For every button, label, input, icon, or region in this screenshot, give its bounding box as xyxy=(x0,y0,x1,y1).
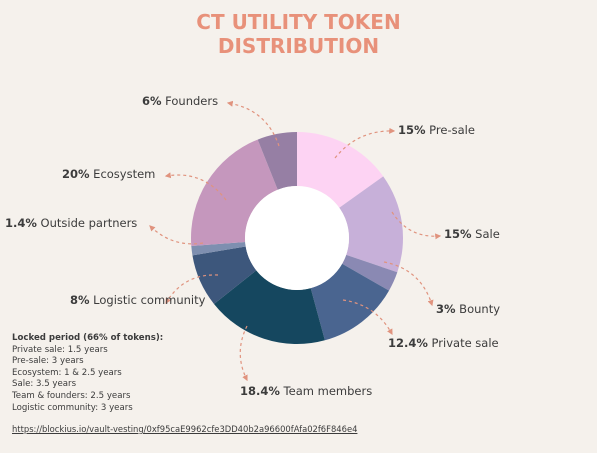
leader-arrow xyxy=(165,274,219,305)
slice-value-label: 1.4% xyxy=(5,216,37,230)
locked-period-line: Private sale: 1.5 years xyxy=(12,344,108,355)
locked-period-line: Team & founders: 2.5 years xyxy=(12,390,131,401)
slice-category-label: Pre-sale xyxy=(426,123,475,137)
page-title-line-1: CT UTILITY TOKEN xyxy=(196,10,401,34)
slice-team-members xyxy=(214,270,325,345)
slice-value-label: 3% xyxy=(436,302,456,316)
vesting-link[interactable]: https://blockius.io/vault-vesting/0xf95c… xyxy=(12,424,358,434)
slice-value-label: 20% xyxy=(62,167,90,181)
slice-label: 3% Bounty xyxy=(436,302,500,316)
slice-value-label: 6% xyxy=(142,94,162,108)
slice-category-label: Outside partners xyxy=(37,216,137,230)
page-title: CT UTILITY TOKEN DISTRIBUTION xyxy=(0,10,597,58)
slice-bounty xyxy=(342,254,398,291)
locked-period-title: Locked period (66% of tokens): xyxy=(12,333,164,343)
leader-arrow xyxy=(342,299,393,336)
slice-ecosystem xyxy=(191,139,278,247)
slice-category-label: Team members xyxy=(280,384,372,398)
slice-label: 6% Founders xyxy=(142,94,218,108)
slice-category-label: Founders xyxy=(162,94,219,108)
slice-label: 8% Logistic community xyxy=(70,293,206,307)
locked-period-line: Sale: 3.5 years xyxy=(12,379,77,390)
slice-pre-sale xyxy=(297,132,384,208)
donut-hole xyxy=(245,186,349,290)
slice-sale xyxy=(339,176,403,273)
slice-private-sale xyxy=(310,263,390,341)
slice-label: 18.4% Team members xyxy=(240,384,372,398)
locked-period-line: Logistic community: 3 years xyxy=(12,402,133,413)
slice-value-label: 8% xyxy=(70,293,90,307)
slice-category-label: Logistic community xyxy=(90,293,206,307)
slice-label: 15% Pre-sale xyxy=(398,123,475,137)
slice-category-label: Sale xyxy=(472,227,500,241)
slice-outside-partners xyxy=(191,241,246,256)
locked-period-line: Pre-sale: 3 years xyxy=(12,356,84,367)
locked-period-line: Ecosystem: 1 & 2.5 years xyxy=(12,367,122,378)
slice-category-label: Bounty xyxy=(456,302,501,316)
slice-value-label: 15% xyxy=(444,227,472,241)
slice-category-label: Private sale xyxy=(428,336,499,350)
slice-founders xyxy=(257,132,297,190)
slice-value-label: 15% xyxy=(398,123,426,137)
slice-value-label: 18.4% xyxy=(240,384,280,398)
page-title-line-2: DISTRIBUTION xyxy=(217,34,380,58)
leader-arrow xyxy=(164,172,227,201)
slice-logistic-community xyxy=(192,246,257,304)
leader-arrow xyxy=(226,100,280,147)
slice-value-label: 12.4% xyxy=(388,336,428,350)
slice-category-label: Ecosystem xyxy=(90,167,156,181)
leader-arrow xyxy=(383,261,434,307)
leader-arrow xyxy=(239,325,248,382)
leader-arrow xyxy=(334,127,396,159)
slice-label: 20% Ecosystem xyxy=(62,167,155,181)
locked-period-note: Locked period (66% of tokens): Private s… xyxy=(12,333,163,414)
slice-label: 15% Sale xyxy=(444,227,500,241)
slice-label: 12.4% Private sale xyxy=(388,336,499,350)
slice-label: 1.4% Outside partners xyxy=(5,216,137,230)
